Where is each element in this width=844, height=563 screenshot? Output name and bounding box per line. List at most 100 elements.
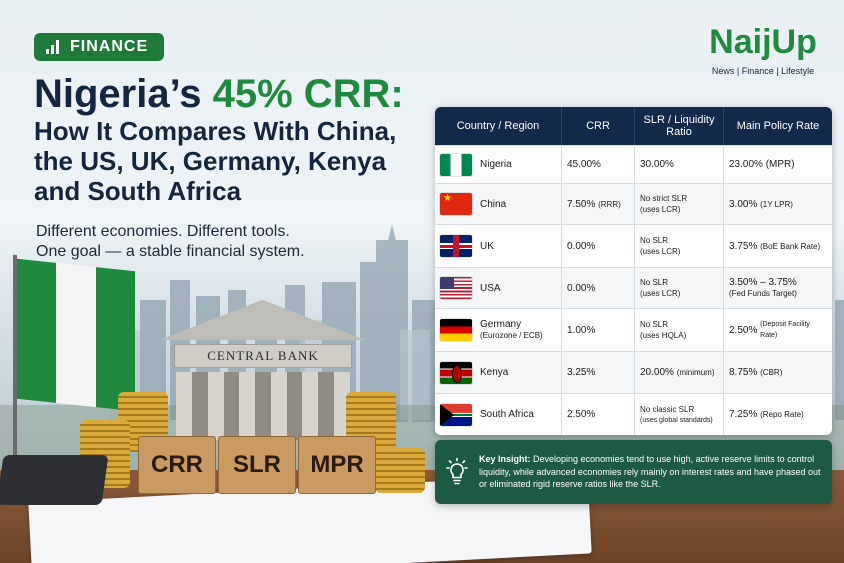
- country-cell: Germany (Eurozone / ECB): [435, 309, 562, 351]
- crr-cell: 0.00%: [562, 225, 635, 267]
- logo-name: NaijUp: [709, 23, 817, 61]
- crr-value: 0.00%: [567, 240, 596, 252]
- slr-value: 20.00%: [640, 367, 674, 378]
- crr-value: 3.25%: [567, 367, 596, 378]
- south-africa-flag-icon: [440, 403, 472, 426]
- crr-note: (RRR): [598, 199, 621, 209]
- comparison-table: Country / Region CRR SLR / Liquidity Rat…: [435, 107, 832, 435]
- slr-note: (uses global standards): [640, 416, 713, 424]
- rate-note: (Fed Funds Target): [729, 289, 797, 298]
- header-slr: SLR / Liquidity Ratio: [635, 107, 724, 145]
- slr-cell: 20.00% (minimum): [635, 352, 724, 393]
- rate-value: 3.00%: [729, 198, 758, 210]
- crr-cell: 0.00%: [562, 268, 635, 308]
- slr-note: (uses HQLA): [640, 331, 687, 340]
- headline: Nigeria’s 45% CRR: How It Compares With …: [34, 72, 434, 206]
- rate-value: 8.75%: [729, 367, 758, 378]
- country-name: Kenya: [480, 367, 509, 378]
- rate-value: 7.25%: [729, 409, 758, 420]
- kenya-flag-icon: [440, 361, 472, 384]
- rate-note: (BoE Bank Rate): [760, 241, 821, 251]
- slr-note: (uses LCR): [640, 247, 681, 256]
- slr-value: No SLR: [640, 320, 669, 329]
- rate-cell: 23.00% (MPR): [724, 146, 832, 183]
- slr-cell: No SLR (uses LCR): [635, 268, 724, 308]
- rate-note: (Repo Rate): [760, 410, 804, 419]
- headline-line-3: the US, UK, Germany, Kenya: [34, 146, 387, 176]
- table-row: China 7.50% (RRR) No strict SLR (uses LCR…: [435, 183, 832, 224]
- table-body: Nigeria 45.00% 30.00% 23.00% (MPR) China…: [435, 145, 832, 435]
- headline-line-1: Nigeria’s 45% CRR:: [34, 72, 434, 116]
- crr-value: 2.50%: [567, 409, 596, 420]
- rate-note: (CBR): [760, 368, 783, 377]
- rate-cell: 8.75% (CBR): [724, 352, 832, 393]
- country-name: China: [480, 198, 507, 210]
- slr-value: No strict SLR: [640, 194, 688, 203]
- crr-cell: 2.50%: [562, 394, 635, 435]
- uk-flag-icon: [440, 235, 472, 257]
- table-row: South Africa 2.50% No classic SLR (uses g…: [435, 393, 832, 435]
- slr-value: 30.00%: [640, 159, 674, 170]
- crr-value: 1.00%: [567, 324, 596, 336]
- badge-label: FINANCE: [70, 38, 149, 55]
- crr-value: 45.00%: [567, 159, 601, 170]
- insight-body: Developing economies tend to use high, a…: [479, 454, 821, 490]
- bank-columns: [176, 372, 350, 440]
- rate-cell: 3.00% (1Y LPR): [724, 184, 832, 224]
- rate-cell: 2.50% (Deposit Facility Rate): [724, 309, 832, 351]
- rate-value: 3.75%: [729, 240, 758, 252]
- central-bank-building: CENTRAL BANK: [160, 300, 365, 445]
- slr-cell: 30.00%: [635, 146, 724, 183]
- country-cell: Nigeria: [435, 146, 562, 183]
- rate-cell: 7.25% (Repo Rate): [724, 394, 832, 435]
- slr-note: (minimum): [676, 368, 715, 377]
- country-name: USA: [480, 282, 501, 294]
- coin-stack: [375, 448, 425, 493]
- country-name: South Africa: [480, 409, 534, 420]
- insight-text: Key Insight: Developing economies tend t…: [479, 453, 822, 491]
- rate-value: 3.50% – 3.75%: [729, 277, 797, 288]
- rate-cell: 3.75% (BoE Bank Rate): [724, 225, 832, 267]
- country-cell: China: [435, 184, 562, 224]
- bank-roof: [160, 300, 365, 340]
- logo-tagline: News | Finance | Lifestyle: [711, 66, 815, 76]
- table-row: Nigeria 45.00% 30.00% 23.00% (MPR): [435, 145, 832, 183]
- slr-cell: No strict SLR (uses LCR): [635, 184, 724, 224]
- rate-value: 23.00% (MPR): [729, 159, 795, 170]
- crr-cell: 45.00%: [562, 146, 635, 183]
- headline-prefix: Nigeria’s: [34, 72, 213, 116]
- calculator: [0, 455, 109, 505]
- header-crr: CRR: [562, 107, 635, 145]
- crr-cell: 1.00%: [562, 309, 635, 351]
- slr-note: (uses LCR): [640, 289, 681, 298]
- mpr-block: MPR: [298, 436, 376, 494]
- slr-cell: No SLR (uses HQLA): [635, 309, 724, 351]
- naijup-logo[interactable]: NaijUp News | Finance | Lifestyle: [698, 22, 828, 76]
- slr-value: No SLR: [640, 236, 669, 245]
- slr-value: No classic SLR: [640, 404, 695, 414]
- rate-cell: 3.50% – 3.75% (Fed Funds Target): [724, 268, 832, 308]
- nigeria-flag-waving: [17, 258, 135, 412]
- usa-flag-icon: [440, 277, 472, 299]
- bank-sign: CENTRAL BANK: [174, 344, 352, 368]
- crr-block: CRR: [138, 436, 216, 494]
- flag-pole: [13, 255, 17, 455]
- subtitle-line-2: One goal — a stable financial system.: [36, 243, 305, 260]
- table-row: Kenya 3.25% 20.00% (minimum) 8.75% (CBR): [435, 351, 832, 393]
- crr-cell: 3.25%: [562, 352, 635, 393]
- table-row: USA 0.00% No SLR (uses LCR) 3.50% – 3.75%…: [435, 267, 832, 308]
- slr-cell: No SLR (uses LCR): [635, 225, 724, 267]
- slr-cell: No classic SLR (uses global standards): [635, 394, 724, 435]
- country-cell: Kenya: [435, 352, 562, 393]
- crr-cell: 7.50% (RRR): [562, 184, 635, 224]
- table-header: Country / Region CRR SLR / Liquidity Rat…: [435, 107, 832, 145]
- country-cell: South Africa: [435, 394, 562, 435]
- country-note: (Eurozone / ECB): [480, 331, 543, 340]
- country-cell: UK: [435, 225, 562, 267]
- bar-chart-icon: [46, 40, 62, 54]
- subtitle-line-1: Different economies. Different tools.: [36, 223, 290, 240]
- slr-block: SLR: [218, 436, 296, 494]
- rate-note: (1Y LPR): [760, 199, 793, 209]
- rate-value: 2.50%: [729, 324, 758, 336]
- subtitle: Different economies. Different tools. On…: [36, 222, 436, 262]
